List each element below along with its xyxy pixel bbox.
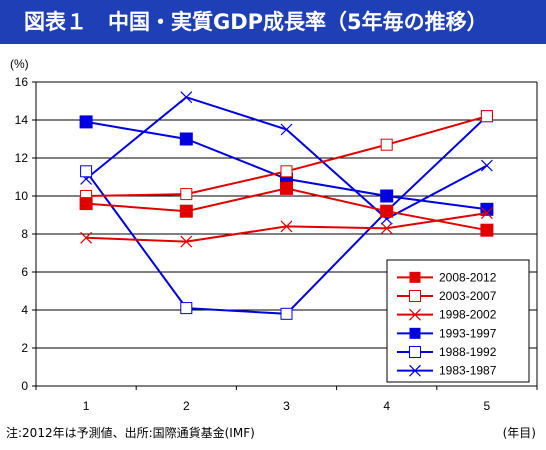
y-tick-label: 16 xyxy=(15,75,29,89)
y-tick-label: 2 xyxy=(21,341,28,355)
chart-title: 図表１ 中国・実質GDP成長率（5年毎の推移） xyxy=(0,0,546,44)
data-point-1983-1987 xyxy=(280,123,293,136)
y-tick-label: 12 xyxy=(15,151,29,165)
data-point-2003-2007 xyxy=(380,138,393,151)
legend-label: 2008-2012 xyxy=(439,270,497,284)
x-axis-unit: (年目) xyxy=(502,426,536,440)
x-tick-label: 2 xyxy=(183,399,190,413)
series-line-1998-2002 xyxy=(86,212,488,243)
legend-label: 1988-1992 xyxy=(439,345,497,359)
data-point-1988-1992 xyxy=(180,302,193,315)
data-point-1993-1997 xyxy=(480,202,494,216)
data-point-1993-1997 xyxy=(179,132,193,146)
y-tick-label: 4 xyxy=(21,303,28,317)
legend-marker-1998-2002 xyxy=(409,308,421,321)
footnote: 注:2012年は予測値、出所:国際通貨基金(IMF) xyxy=(6,426,255,440)
y-tick-label: 0 xyxy=(21,379,28,393)
data-point-2008-2012 xyxy=(280,181,293,195)
legend-label: 2003-2007 xyxy=(439,289,497,303)
data-point-2003-2007 xyxy=(180,188,193,201)
data-point-2003-2007 xyxy=(480,110,493,123)
legend-marker-2003-2007 xyxy=(409,290,421,302)
x-tick-label: 1 xyxy=(83,399,90,413)
data-point-1998-2002 xyxy=(280,220,293,233)
y-tick-label: 14 xyxy=(15,113,29,127)
data-point-1998-2002 xyxy=(380,222,393,235)
data-point-1983-1987 xyxy=(180,91,193,104)
data-point-2008-2012 xyxy=(380,204,394,218)
data-point-2008-2012 xyxy=(79,197,93,211)
data-point-2008-2012 xyxy=(179,204,193,218)
data-point-1988-1992 xyxy=(80,165,93,178)
data-point-1998-2002 xyxy=(480,207,493,220)
data-point-1998-2002 xyxy=(80,231,93,244)
x-tick-label: 4 xyxy=(383,399,390,413)
data-point-1993-1997 xyxy=(79,115,93,129)
data-point-1993-1997 xyxy=(380,189,394,203)
data-point-1998-2002 xyxy=(180,235,193,248)
x-tick-label: 3 xyxy=(283,399,290,413)
legend-label: 1983-1987 xyxy=(439,364,497,378)
data-point-2008-2012 xyxy=(480,223,494,237)
y-tick-label: 8 xyxy=(21,227,28,241)
legend-marker-1983-1987 xyxy=(409,364,421,377)
legend-marker-1988-1992 xyxy=(409,346,421,358)
data-point-1988-1992 xyxy=(280,307,293,320)
legend-marker-1993-1997 xyxy=(409,327,421,339)
y-tick-label: 10 xyxy=(15,189,29,203)
x-tick-label: 5 xyxy=(484,399,491,413)
data-point-1983-1987 xyxy=(480,159,493,172)
legend-label: 1993-1997 xyxy=(439,326,497,340)
data-point-2003-2007 xyxy=(280,165,293,178)
legend-label: 1998-2002 xyxy=(439,308,497,322)
y-axis-unit: (%) xyxy=(10,57,29,71)
y-tick-label: 6 xyxy=(21,265,28,279)
legend-marker-2008-2012 xyxy=(409,271,421,283)
